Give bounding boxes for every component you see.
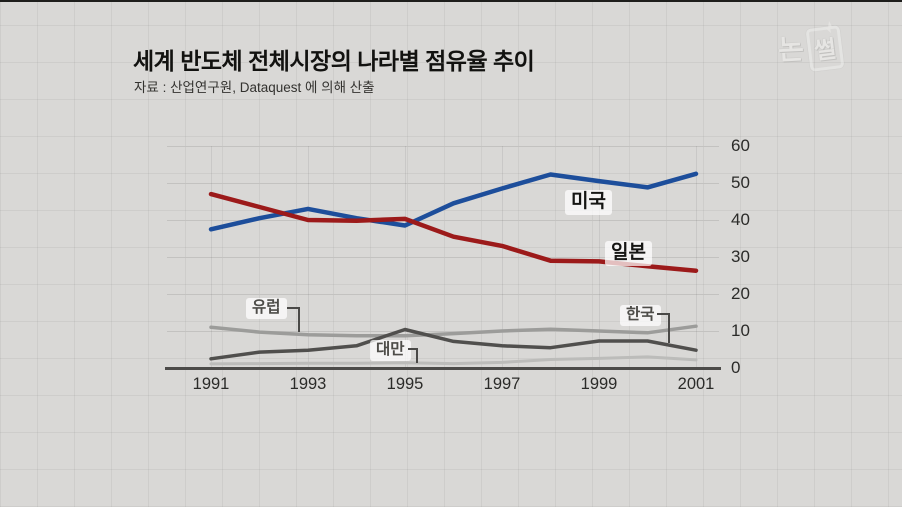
year-gridline <box>405 146 406 367</box>
y-tick-label: 0 <box>731 358 741 377</box>
x-tick-label: 1999 <box>580 375 618 393</box>
year-gridline <box>502 146 503 367</box>
year-gridline <box>211 146 212 367</box>
series-label-usa: 미국 <box>565 190 612 215</box>
x-tick-label: 2001 <box>677 375 715 393</box>
brand-logo: 논 썰 <box>777 21 868 72</box>
korea-label-connector <box>657 313 670 343</box>
y-gridline <box>167 294 719 295</box>
series-label-korea: 한국 <box>620 305 661 326</box>
y-gridline <box>167 220 719 221</box>
y-tick-label: 60 <box>731 136 750 155</box>
x-tick-label: 1993 <box>289 375 327 393</box>
logo-char-non: 논 <box>777 33 805 66</box>
y-gridline <box>167 146 719 147</box>
series-line-europe <box>209 324 698 338</box>
x-tick-label: 1997 <box>483 375 521 393</box>
year-gridline <box>599 146 600 367</box>
year-gridline <box>308 146 309 367</box>
logo-char-sseol: 썰 <box>805 24 845 72</box>
series-label-europe: 유럽 <box>246 298 287 319</box>
x-tick-label: 1991 <box>192 375 230 393</box>
top-edge-bar <box>0 0 902 2</box>
series-line-taiwan <box>209 355 698 366</box>
y-tick-label: 40 <box>731 210 750 229</box>
europe-label-connector <box>287 307 300 332</box>
y-tick-label: 10 <box>731 321 750 340</box>
series-line-usa <box>208 171 699 232</box>
source-note: 자료 : 산업연구원, Dataquest 에 의해 산출 <box>134 80 375 95</box>
market-share-line-chart: 0 10 20 30 40 50 60 1991 1993 1995 1997 1999 2001 미국… <box>165 136 750 393</box>
y-tick-label: 30 <box>731 247 750 266</box>
series-label-japan: 일본 <box>605 241 652 266</box>
page-title: 세계 반도체 전체시장의 나라별 점유율 추이 <box>133 48 535 74</box>
series-line-korea <box>209 327 698 361</box>
y-tick-label: 50 <box>731 173 750 192</box>
logo-spark-icon <box>825 21 833 33</box>
series-label-taiwan: 대만 <box>370 340 411 361</box>
taiwan-label-connector <box>408 348 418 363</box>
y-tick-label: 20 <box>731 284 750 303</box>
x-axis-line <box>165 367 721 370</box>
x-tick-label: 1995 <box>386 375 424 393</box>
y-gridline <box>167 183 719 184</box>
y-gridline <box>167 257 719 258</box>
year-gridline <box>696 146 697 367</box>
y-gridline <box>167 331 719 332</box>
